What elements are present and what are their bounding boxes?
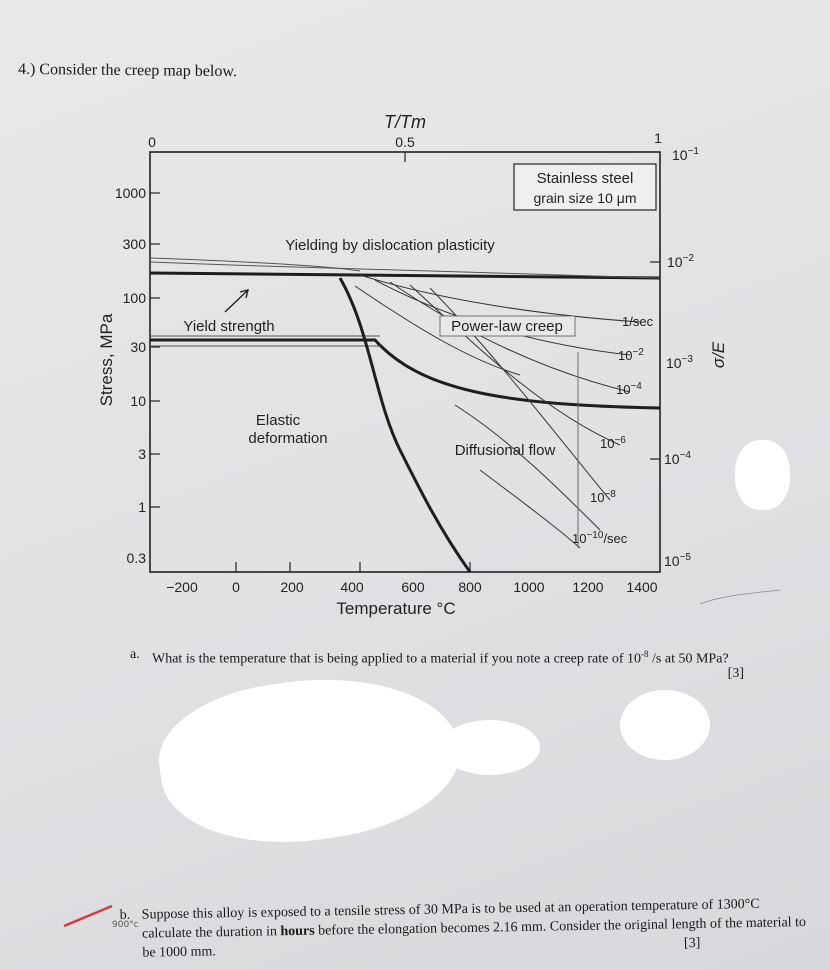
power-law-label-box — [439, 315, 576, 337]
bottom-tick-400: 400 — [340, 579, 364, 595]
power-law-boundary-line — [150, 338, 661, 410]
top-axis-title: T/Tm — [384, 112, 426, 132]
top-tick-2: 1 — [654, 130, 662, 146]
svg-text:10−2: 10−2 — [618, 347, 644, 363]
map-frame — [149, 151, 661, 573]
bottom-axis-title: Temperature °C — [336, 599, 455, 618]
bottom-tick-200: 200 — [280, 579, 304, 595]
bottom-tick-600: 600 — [401, 579, 425, 595]
question-part-b: b. Suppose this alloy is exposed to a te… — [120, 894, 811, 963]
right-tick-label-1: 10−1 — [672, 146, 699, 163]
right-axis-title: σ/E — [709, 341, 728, 368]
bottom-tick-m200: −200 — [166, 579, 198, 595]
part-a-marks: [3] — [727, 666, 744, 681]
left-axis-title: Stress, MPa — [97, 313, 116, 406]
region-diffusional: Diffusional flow — [455, 442, 556, 459]
svg-text:10−10/sec: 10−10/sec — [572, 530, 628, 546]
left-tick-30: 30 — [130, 339, 146, 355]
svg-text:10−6: 10−6 — [600, 435, 626, 451]
svg-text:10−4: 10−4 — [664, 450, 691, 467]
left-tick-300: 300 — [123, 236, 147, 252]
svg-text:10−3: 10−3 — [666, 354, 693, 371]
svg-text:10−2: 10−2 — [667, 253, 694, 270]
right-tick-label-2: 10−2 — [667, 253, 694, 270]
part-a-letter: a. — [130, 647, 140, 662]
pencil-scribble — [699, 589, 781, 605]
redaction-blob-mid — [440, 720, 540, 775]
handwritten-note: 900°c — [112, 920, 139, 930]
rate-label-1: 1/sec — [622, 314, 654, 329]
svg-text:10−8: 10−8 — [590, 489, 616, 505]
part-a-text: What is the temperature that is being ap… — [152, 649, 729, 667]
rate-label-5: 10−8 — [590, 489, 616, 505]
region-elastic-line2: deformation — [248, 430, 327, 447]
question-part-a: a. What is the temperature that is being… — [130, 645, 780, 681]
part-b-marks: [3] — [683, 935, 701, 952]
svg-text:10−1: 10−1 — [672, 146, 699, 163]
top-tick-1: 0.5 — [395, 134, 415, 150]
bottom-tick-800: 800 — [458, 579, 482, 595]
yield-arrow — [224, 289, 249, 313]
rate-label-2: 10−2 — [618, 347, 644, 363]
left-tick-10: 10 — [130, 393, 146, 409]
top-tick-0: 0 — [148, 134, 156, 150]
yield-boundary-line — [149, 271, 661, 280]
bottom-tick-0: 0 — [232, 579, 240, 595]
yield-thin-line — [149, 261, 661, 279]
svg-text:10−5: 10−5 — [664, 552, 691, 569]
rate-label-6: 10−10/sec — [572, 530, 628, 546]
right-tick-label-5: 10−5 — [664, 552, 691, 569]
region-power-law: Power-law creep — [451, 318, 563, 335]
material-line2: grain size 10 μm — [534, 190, 637, 206]
elastic-boundary-curve — [338, 277, 472, 573]
right-tick-marks — [650, 261, 660, 460]
left-tick-100: 100 — [123, 290, 147, 306]
right-tick-label-4: 10−4 — [664, 450, 691, 467]
right-tick-label-3: 10−3 — [666, 354, 693, 371]
region-yield-strength: Yield strength — [183, 318, 274, 335]
creep-map-diagram: Stainless steel grain size 10 μm T/Tm 0 … — [97, 112, 781, 618]
svg-text:10−4: 10−4 — [616, 381, 642, 397]
material-box — [513, 163, 657, 211]
left-tick-1: 1 — [138, 499, 146, 515]
left-tick-1000: 1000 — [115, 185, 146, 201]
rate-label-3: 10−4 — [616, 381, 642, 397]
red-pen-mark — [63, 904, 113, 928]
redaction-blob-small — [620, 690, 710, 760]
left-tick-marks — [150, 192, 160, 508]
left-tick-0-3: 0.3 — [127, 550, 147, 566]
redaction-blob-right — [735, 440, 790, 510]
bottom-tick-marks — [235, 562, 471, 572]
svg-text:1/sec: 1/sec — [622, 314, 654, 329]
bottom-tick-1400: 1400 — [626, 579, 657, 595]
left-tick-3: 3 — [138, 446, 146, 462]
region-elastic-line1: Elastic — [256, 412, 301, 429]
bottom-tick-1000: 1000 — [513, 579, 544, 595]
rate-label-4: 10−6 — [600, 435, 626, 451]
material-line1: Stainless steel — [537, 170, 634, 187]
bottom-tick-1200: 1200 — [572, 579, 603, 595]
part-b-text: Suppose this alloy is exposed to a tensi… — [141, 896, 807, 961]
region-yielding: Yielding by dislocation plasticity — [285, 237, 495, 254]
